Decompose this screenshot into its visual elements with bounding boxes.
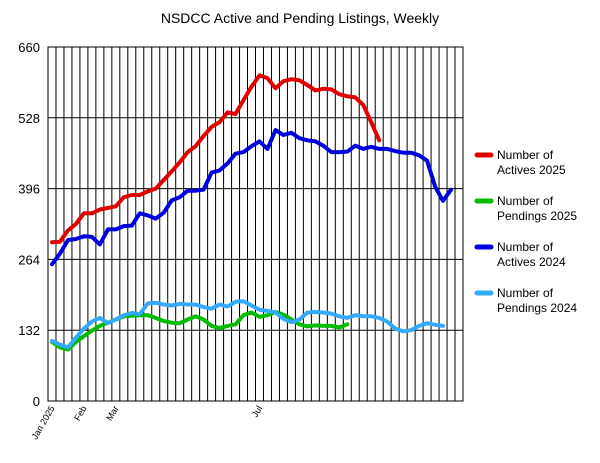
x-axis-ticks: Jan 2025 Feb Mar Jul bbox=[30, 404, 265, 441]
x-tick-label: Mar bbox=[104, 404, 120, 422]
series-line-1 bbox=[50, 73, 382, 245]
plot-frame bbox=[47, 46, 464, 402]
x-tick-label: Feb bbox=[72, 404, 88, 422]
y-axis-ticks: 0 132 264 396 528 660 bbox=[18, 40, 40, 409]
y-tick-label: 396 bbox=[18, 182, 40, 197]
x-tick-label: Jan 2025 bbox=[30, 404, 57, 441]
y-tick-label: 264 bbox=[18, 252, 40, 267]
y-tick-label: 0 bbox=[33, 394, 40, 409]
legend: Number of Actives 2025 Number of Pendings 2… bbox=[474, 148, 577, 315]
y-tick-label: 528 bbox=[18, 111, 40, 126]
y-tick-label: 132 bbox=[18, 323, 40, 338]
grid bbox=[48, 46, 463, 402]
legend-label: Number of Actives 2024 bbox=[497, 240, 566, 269]
y-tick-label: 660 bbox=[18, 40, 40, 55]
series-line-3 bbox=[50, 128, 453, 267]
legend-label: Number of Actives 2025 bbox=[497, 148, 566, 177]
series-line-2 bbox=[50, 310, 350, 352]
legend-label: Number of Pendings 2024 bbox=[497, 286, 577, 315]
series-lines bbox=[50, 73, 453, 352]
legend-label: Number of Pendings 2025 bbox=[497, 194, 577, 223]
chart-title: NSDCC Active and Pending Listings, Weekl… bbox=[161, 10, 439, 26]
series-line-4 bbox=[50, 299, 445, 350]
x-tick-label: Jul bbox=[250, 404, 264, 419]
